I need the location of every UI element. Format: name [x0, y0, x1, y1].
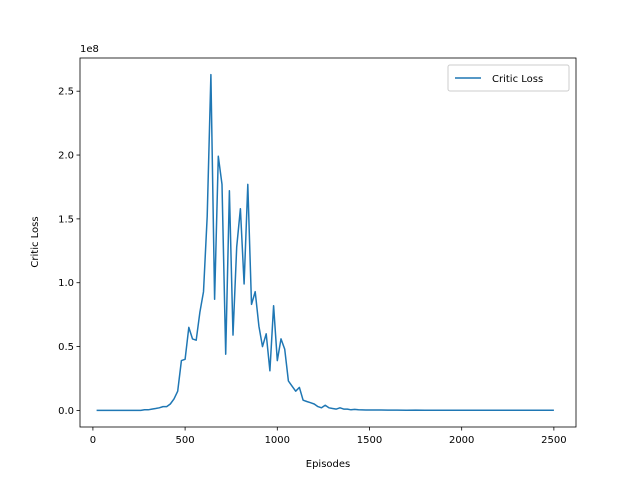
y-tick-label: 0.5 — [58, 342, 74, 353]
y-tick-label: 1.0 — [58, 278, 74, 289]
y-tick-label: 1.5 — [58, 214, 74, 225]
y-scale-offset-label: 1e8 — [80, 44, 99, 55]
x-tick-label: 0 — [90, 435, 96, 446]
x-tick-label: 2500 — [541, 435, 566, 446]
x-tick-label: 500 — [176, 435, 195, 446]
x-axis-label: Episodes — [306, 459, 350, 470]
y-tick-label: 2.0 — [58, 151, 74, 162]
y-axis-label: Critic Loss — [30, 216, 41, 267]
x-tick-label: 2000 — [449, 435, 474, 446]
series-line-1 — [96, 73, 554, 412]
legend-label: Critic Loss — [492, 74, 543, 85]
x-tick-label: 1500 — [357, 435, 382, 446]
legend-box — [447, 64, 570, 92]
x-tick-label: 1000 — [265, 435, 290, 446]
y-tick-label: 2.5 — [58, 87, 74, 98]
y-tick-label: 0.0 — [58, 406, 74, 417]
plot-area: 0 500 1000 1500 2000 2500 0.0 0.5 1.0 1.5 2.0 2.5 Cr… — [58, 57, 577, 446]
axes-frame — [79, 57, 577, 428]
